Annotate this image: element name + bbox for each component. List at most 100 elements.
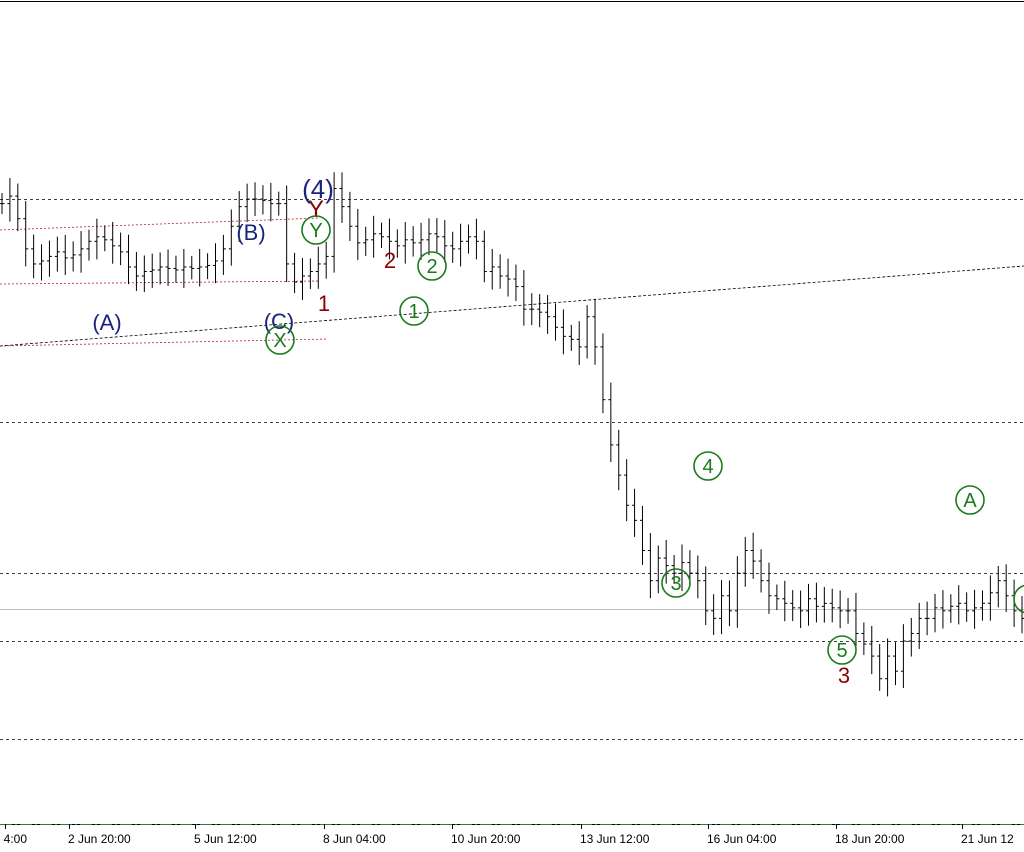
price-bar [600,333,606,414]
wave-label-circle [955,485,985,515]
price-bar [70,241,76,272]
wave-label: 1 [408,301,419,323]
wave-label-circle [399,296,429,326]
price-bar [584,305,590,359]
wave-label: Y [308,196,324,223]
price-bar [711,594,717,636]
x-tick-label: 10 Jun 20:00 [451,832,521,846]
price-bar [964,592,970,622]
price-bar [790,590,796,621]
price-bar [853,592,859,652]
price-bar [54,236,60,272]
price-bar [869,625,875,675]
x-tick-label: 2 Jun 20:00 [68,832,131,846]
wave-label-circle [265,325,295,355]
price-bar [31,234,37,279]
wave-label: 3 [838,663,850,688]
price-bar [703,566,709,626]
price-bar [307,258,313,289]
price-bar [837,590,843,629]
price-bar [663,540,669,584]
price-bar [110,221,116,264]
wave-label: (A) [92,310,121,335]
price-bar [118,232,124,266]
price-bar [62,234,68,275]
price-bar [956,585,962,625]
price-bar [972,589,978,629]
price-bar [552,303,558,341]
price-bar [568,324,574,351]
price-bar [521,270,527,326]
wave-label: 3 [670,573,681,595]
price-bar [821,586,827,623]
horizontal-levels [0,199,1024,825]
price-bar [766,562,772,614]
price-bar [979,590,985,621]
wave-label-circle [661,568,691,598]
wave-label-circle [301,215,331,245]
x-axis: 4:00 2 Jun 20:00 5 Jun 12:00 8 Jun 04:00 10 … [4,824,1014,846]
price-bar [165,249,171,286]
price-bar [363,226,369,256]
price-bar [592,298,598,365]
price-bar [608,382,614,463]
price-bar [616,429,622,491]
price-bar [513,264,519,302]
price-bar [292,252,298,294]
price-bar [742,536,748,587]
price-bar [133,251,139,291]
wave-label-circle [1013,584,1024,614]
price-bar [394,229,400,258]
price-bar [450,231,456,263]
price-bar [442,220,448,263]
price-bar [987,575,993,621]
price-bar [647,533,653,599]
price-bar [0,193,5,215]
wave-label: 2 [426,256,437,278]
price-bar [268,182,274,222]
price-bar [995,566,1001,608]
price-bar [23,201,29,267]
price-bar [157,252,163,285]
price-bar [900,624,906,688]
price-bar [149,253,155,288]
price-bar [189,256,195,280]
price-bar [7,178,13,222]
price-bar [402,222,408,264]
wave-label: (B) [236,220,265,245]
price-bar [924,601,930,636]
wave-label: X [273,330,286,352]
price-bar [197,248,203,287]
price-bar [331,172,337,273]
wave-label: 2 [384,248,396,273]
price-bar [1003,564,1009,613]
price-bar [892,642,898,686]
price-bar [734,556,740,628]
price-bar [252,182,258,216]
x-tick-label: 4:00 [4,832,28,846]
price-bar [624,459,630,522]
price-bar [932,593,938,633]
price-bar [798,590,804,629]
wave-label: (4) [302,174,334,204]
price-bar [299,258,305,300]
red-dotted-line-1 [0,217,321,231]
price-bar [845,597,851,624]
price-bar [537,294,543,328]
price-bar [679,544,685,592]
price-bar [426,218,432,256]
x-tick-label: 18 Jun 20:00 [835,832,905,846]
wave-label-circle [417,251,447,281]
price-bar [102,225,108,252]
price-bar [940,590,946,629]
price-bar [560,309,566,355]
price-bar [782,580,788,622]
price-bar [719,579,725,635]
wave-label: 4 [702,456,713,478]
price-bar [655,545,661,594]
price-bar [339,172,345,223]
price-bar [861,622,867,655]
price-bar [466,224,472,254]
